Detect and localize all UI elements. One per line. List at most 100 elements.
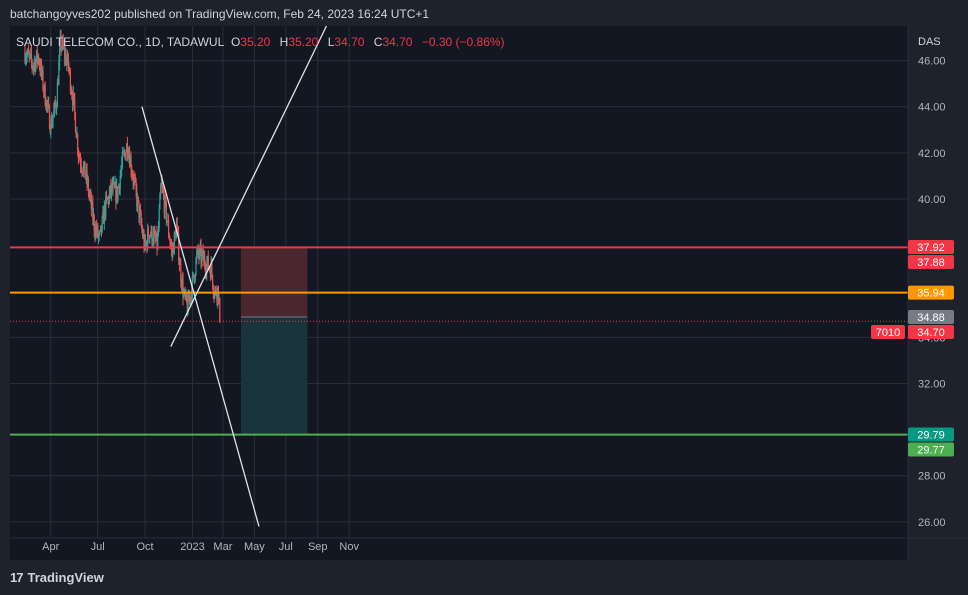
- candle-body: [201, 250, 204, 253]
- candle-body: [30, 52, 32, 55]
- candle-body: [104, 204, 106, 216]
- position-zones[interactable]: [240, 246, 308, 435]
- candle-body: [56, 82, 59, 107]
- price-label-box: [908, 285, 954, 300]
- candle-body: [92, 215, 95, 220]
- candle-body: [82, 172, 84, 174]
- candle-body: [98, 232, 100, 236]
- candle-body: [134, 179, 136, 181]
- candle-body: [127, 154, 129, 157]
- candle-body: [132, 176, 134, 183]
- candle-body: [103, 211, 105, 224]
- candle-body: [107, 197, 109, 200]
- candle-body: [52, 115, 54, 122]
- candle-body: [181, 279, 183, 288]
- close-value: 34.70: [382, 35, 413, 49]
- candle-body: [75, 132, 77, 138]
- candle-body: [48, 103, 50, 107]
- tradingview-logo[interactable]: 17 TradingView: [10, 570, 104, 585]
- candle-body: [193, 274, 195, 278]
- candle-body: [147, 228, 149, 249]
- candle-body: [131, 171, 133, 175]
- candle-body: [138, 200, 140, 219]
- candle-body: [116, 186, 118, 200]
- candle-body: [162, 191, 165, 197]
- candle-body: [158, 209, 160, 228]
- stop-loss-zone: [240, 246, 308, 318]
- candle-body: [163, 196, 165, 214]
- candle-body: [74, 113, 77, 133]
- symbol-legend: SAUDI TELECOM CO., 1D, TADAWUL O35.20 H3…: [16, 35, 505, 49]
- candle-body: [24, 51, 26, 62]
- price-label-box: [908, 239, 954, 254]
- candle-body: [150, 227, 152, 236]
- candle-body: [103, 204, 105, 224]
- candle-body: [25, 57, 27, 59]
- candle-body: [40, 63, 42, 72]
- price-label-box: [908, 427, 954, 442]
- candle-body: [195, 258, 197, 275]
- candle-body: [54, 101, 56, 106]
- candle-body: [84, 177, 87, 179]
- candle-body: [144, 238, 146, 249]
- candle-body: [144, 238, 147, 246]
- candle-body: [64, 53, 66, 59]
- candle-body: [161, 182, 163, 187]
- time-tick-label: Mar: [213, 541, 232, 553]
- candle-body: [97, 235, 100, 237]
- candle-body: [80, 165, 82, 170]
- candle-body: [44, 84, 46, 105]
- candle-body: [56, 106, 58, 110]
- candle-body: [73, 92, 75, 99]
- candle-body: [167, 219, 170, 235]
- candle-body: [92, 202, 94, 220]
- symbol-name[interactable]: SAUDI TELECOM CO., 1D, TADAWUL: [16, 35, 225, 49]
- candle-body: [113, 183, 115, 185]
- candle-body: [58, 62, 60, 85]
- close-label: C: [373, 35, 383, 49]
- candle-body: [33, 65, 35, 69]
- candle-body: [162, 186, 164, 192]
- candle-body: [69, 69, 71, 71]
- trendlines[interactable]: [141, 25, 328, 527]
- candle-body: [59, 35, 61, 48]
- candle-body: [108, 193, 110, 203]
- candle-body: [105, 196, 108, 198]
- time-axis[interactable]: Apr Jul Oct 2023 Mar May Jul Sep Nov: [10, 537, 968, 553]
- candle-body: [206, 262, 208, 274]
- candle-body: [105, 196, 107, 216]
- candle-body: [121, 164, 123, 171]
- candle-body: [188, 296, 191, 302]
- open-label: O: [230, 35, 241, 49]
- candle-body: [211, 262, 213, 276]
- candle-body: [146, 242, 148, 249]
- candle-body: [113, 183, 116, 188]
- candle-body: [219, 298, 221, 322]
- candle-body: [89, 194, 91, 196]
- candle-body: [100, 225, 103, 232]
- candle-body: [182, 279, 184, 298]
- candle-body: [87, 179, 89, 184]
- candle-body: [130, 157, 132, 172]
- candle-body: [180, 281, 183, 288]
- candle-body: [49, 128, 51, 133]
- candle-body: [35, 50, 38, 60]
- candle-body: [202, 250, 204, 261]
- candle-body: [78, 156, 80, 158]
- candle-body: [66, 60, 68, 65]
- candle-body: [157, 227, 160, 236]
- take-profit-zone: [240, 317, 308, 435]
- trendline: [141, 106, 260, 527]
- candle-body: [174, 231, 176, 233]
- candle-body: [141, 224, 143, 230]
- candle-body: [213, 293, 215, 296]
- candle-body: [110, 185, 112, 194]
- footer: [0, 563, 968, 595]
- candle-body: [34, 61, 36, 71]
- candle-body: [114, 183, 116, 188]
- candle-body: [126, 143, 129, 155]
- horizontal-lines[interactable]: [10, 246, 908, 436]
- candle-body: [126, 143, 128, 153]
- candle-body: [102, 211, 104, 217]
